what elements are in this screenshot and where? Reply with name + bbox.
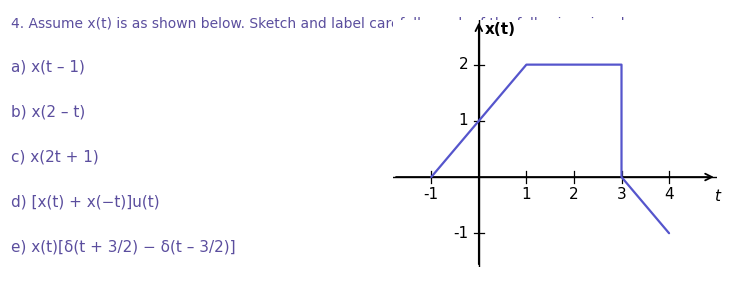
Text: 1: 1 [459,113,468,128]
Text: 1: 1 [522,187,531,202]
Text: 3: 3 [617,187,626,202]
Text: 4: 4 [664,187,674,202]
Text: 2: 2 [569,187,578,202]
Text: d) [x(t) + x(−t)]u(t): d) [x(t) + x(−t)]u(t) [11,195,159,210]
Text: -1: -1 [423,187,439,202]
Text: c) x(2t + 1): c) x(2t + 1) [11,150,98,165]
Text: t: t [714,189,720,204]
Text: b) x(2 – t): b) x(2 – t) [11,105,85,120]
Text: a) x(t – 1): a) x(t – 1) [11,60,85,75]
Text: x(t): x(t) [484,22,515,37]
Text: -1: -1 [453,226,468,241]
Text: e) x(t)[δ(t + 3/2) − δ(t – 3/2)]: e) x(t)[δ(t + 3/2) − δ(t – 3/2)] [11,240,236,255]
Text: 2: 2 [459,57,468,72]
Text: 4. Assume x(t) is as shown below. Sketch and label carefully each of the followi: 4. Assume x(t) is as shown below. Sketch… [11,17,637,31]
